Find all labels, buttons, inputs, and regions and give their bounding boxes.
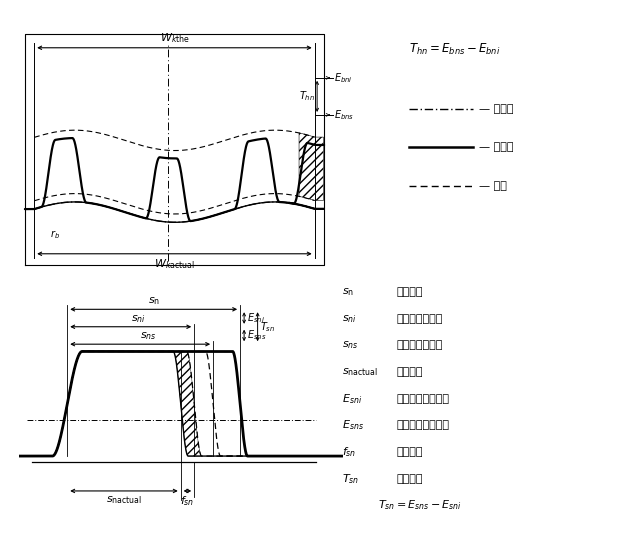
Text: $T_{sn}$: $T_{sn}$ bbox=[260, 320, 275, 333]
Text: $E_{bns}$: $E_{bns}$ bbox=[334, 108, 354, 122]
Text: 齿厚允许的上偏差: 齿厚允许的上偏差 bbox=[397, 420, 450, 431]
Text: $s_{\mathrm{n}}$: $s_{\mathrm{n}}$ bbox=[342, 286, 354, 298]
Text: $E_{sni}$: $E_{sni}$ bbox=[247, 311, 265, 325]
Text: $T_{sn}=E_{sns}-E_{sni}$: $T_{sn}=E_{sns}-E_{sni}$ bbox=[378, 498, 462, 512]
Text: — 极限: — 极限 bbox=[479, 181, 507, 191]
Text: $s_{ni}$: $s_{ni}$ bbox=[131, 313, 146, 325]
Text: 齿厚允许的下偏差: 齿厚允许的下偏差 bbox=[397, 394, 450, 404]
Text: $s_{ns}$: $s_{ns}$ bbox=[140, 331, 156, 343]
Text: $s_{\mathrm{nactual}}$: $s_{\mathrm{nactual}}$ bbox=[106, 494, 142, 506]
Text: $E_{bni}$: $E_{bni}$ bbox=[334, 71, 353, 85]
Text: $s_{ns}$: $s_{ns}$ bbox=[342, 339, 358, 351]
Text: $E_{sns}$: $E_{sns}$ bbox=[342, 418, 364, 432]
Text: 齿厚公差: 齿厚公差 bbox=[397, 474, 423, 484]
Text: — 理论的: — 理论的 bbox=[479, 104, 514, 114]
Text: 实际齿厚: 实际齿厚 bbox=[397, 367, 423, 377]
Text: 齿厚的最大极限: 齿厚的最大极限 bbox=[397, 340, 443, 350]
Text: $s_{\mathrm{n}}$: $s_{\mathrm{n}}$ bbox=[148, 295, 159, 307]
Text: $W_{k\mathrm{actual}}$: $W_{k\mathrm{actual}}$ bbox=[154, 257, 195, 271]
Text: 公称齿厚: 公称齿厚 bbox=[397, 287, 423, 297]
Text: $W_{k\mathrm{the}}$: $W_{k\mathrm{the}}$ bbox=[159, 32, 189, 46]
Text: — 实际的: — 实际的 bbox=[479, 142, 514, 153]
Text: 齿厚偏差: 齿厚偏差 bbox=[397, 447, 423, 457]
Text: $f_{sn}$: $f_{sn}$ bbox=[180, 494, 194, 507]
Text: $T_{sn}$: $T_{sn}$ bbox=[342, 472, 359, 485]
Text: $E_{sni}$: $E_{sni}$ bbox=[342, 392, 362, 405]
Text: $s_{ni}$: $s_{ni}$ bbox=[342, 313, 357, 324]
Text: $T_{hn}=E_{bns}-E_{bni}$: $T_{hn}=E_{bns}-E_{bni}$ bbox=[409, 42, 501, 57]
Text: 齿厚的最小极限: 齿厚的最小极限 bbox=[397, 314, 443, 324]
Text: $E_{sns}$: $E_{sns}$ bbox=[247, 329, 266, 343]
Text: $T_{hn}$: $T_{hn}$ bbox=[298, 90, 315, 103]
Text: $r_b$: $r_b$ bbox=[50, 229, 60, 241]
Text: $s_{\mathrm{nactual}}$: $s_{\mathrm{nactual}}$ bbox=[342, 366, 378, 378]
Text: $f_{sn}$: $f_{sn}$ bbox=[342, 445, 356, 459]
